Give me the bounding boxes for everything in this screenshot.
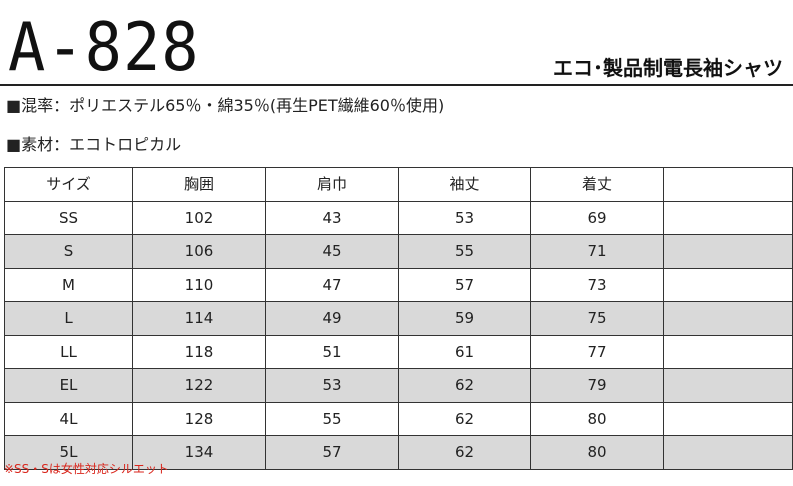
cell-length: 75 — [530, 301, 664, 336]
table-row: S 106 45 55 71 — [4, 234, 793, 269]
cell-chest: 118 — [132, 334, 266, 369]
column-header-shoulder: 肩巾 — [265, 167, 399, 202]
cell-shoulder: 47 — [265, 267, 399, 302]
size-table: サイズ 胸囲 肩巾 袖丈 着丈 SS 102 43 53 69 S 106 45… — [4, 167, 793, 470]
cell-chest: 110 — [132, 267, 266, 302]
cell-sleeve: 62 — [398, 368, 531, 403]
cell-blank — [663, 267, 793, 302]
size-table-header-row: サイズ 胸囲 肩巾 袖丈 着丈 — [4, 167, 793, 202]
table-row: SS 102 43 53 69 — [4, 200, 793, 235]
cell-blank — [663, 435, 793, 470]
cell-size: M — [4, 267, 133, 302]
cell-length: 71 — [530, 234, 664, 269]
cell-sleeve: 55 — [398, 234, 531, 269]
product-name: エコ･製品制電長袖シャツ — [553, 56, 783, 80]
table-row: 4L 128 55 62 80 — [4, 401, 793, 436]
cell-length: 80 — [530, 435, 664, 470]
cell-size: LL — [4, 334, 133, 369]
cell-chest: 102 — [132, 200, 266, 235]
cell-length: 80 — [530, 401, 664, 436]
cell-sleeve: 57 — [398, 267, 531, 302]
cell-sleeve: 53 — [398, 200, 531, 235]
cell-sleeve: 61 — [398, 334, 531, 369]
cell-size: SS — [4, 200, 133, 235]
column-header-chest: 胸囲 — [132, 167, 266, 202]
table-row: LL 118 51 61 77 — [4, 334, 793, 369]
cell-size: EL — [4, 368, 133, 403]
model-number: A-828 — [8, 7, 200, 87]
cell-blank — [663, 234, 793, 269]
cell-shoulder: 53 — [265, 368, 399, 403]
cell-sleeve: 59 — [398, 301, 531, 336]
column-header-length: 着丈 — [530, 167, 664, 202]
cell-blank — [663, 401, 793, 436]
cell-length: 69 — [530, 200, 664, 235]
cell-chest: 128 — [132, 401, 266, 436]
cell-shoulder: 45 — [265, 234, 399, 269]
cell-size: 4L — [4, 401, 133, 436]
spec-material: ■素材：エコトロピカル — [6, 135, 182, 154]
cell-blank — [663, 301, 793, 336]
cell-blank — [663, 200, 793, 235]
table-row: EL 122 53 62 79 — [4, 368, 793, 403]
cell-shoulder: 51 — [265, 334, 399, 369]
table-row: M 110 47 57 73 — [4, 267, 793, 302]
cell-sleeve: 62 — [398, 435, 531, 470]
cell-chest: 122 — [132, 368, 266, 403]
size-note: ※SS・Sは女性対応シルエット — [4, 462, 169, 476]
cell-length: 77 — [530, 334, 664, 369]
cell-chest: 114 — [132, 301, 266, 336]
header-divider — [0, 84, 793, 86]
cell-sleeve: 62 — [398, 401, 531, 436]
cell-size: S — [4, 234, 133, 269]
cell-shoulder: 55 — [265, 401, 399, 436]
cell-shoulder: 49 — [265, 301, 399, 336]
cell-shoulder: 43 — [265, 200, 399, 235]
column-header-blank — [663, 167, 793, 202]
cell-size: 5L — [4, 435, 133, 470]
cell-length: 79 — [530, 368, 664, 403]
table-row: 5L 134 57 62 80 — [4, 435, 793, 470]
cell-shoulder: 57 — [265, 435, 399, 470]
cell-size: L — [4, 301, 133, 336]
spec-blend: ■混率：ポリエステル65％・綿35％(再生PET繊維60％使用) — [6, 96, 445, 115]
cell-chest: 106 — [132, 234, 266, 269]
column-header-size: サイズ — [4, 167, 133, 202]
cell-blank — [663, 368, 793, 403]
cell-length: 73 — [530, 267, 664, 302]
table-row: L 114 49 59 75 — [4, 301, 793, 336]
cell-blank — [663, 334, 793, 369]
column-header-sleeve: 袖丈 — [398, 167, 531, 202]
